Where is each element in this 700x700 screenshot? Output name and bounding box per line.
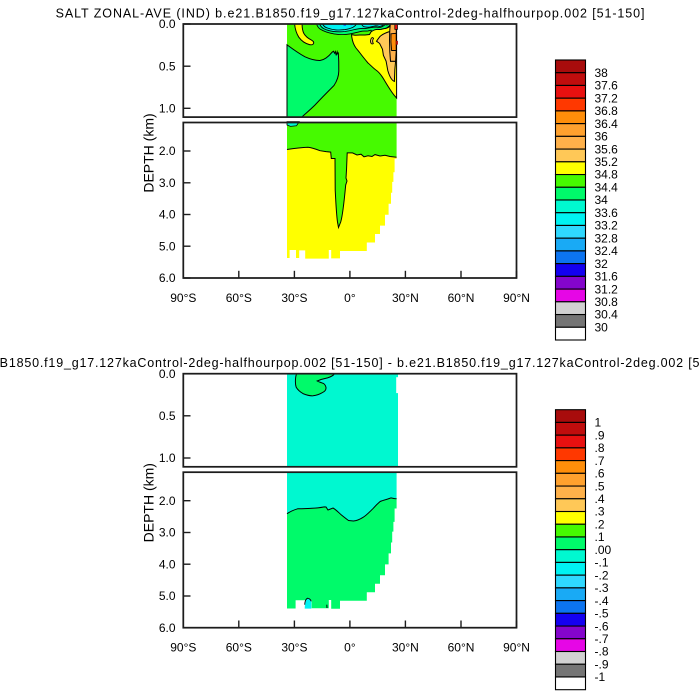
svg-text:.00: .00: [595, 543, 612, 557]
svg-text:.6: .6: [595, 467, 605, 481]
svg-text:.3: .3: [595, 505, 605, 519]
svg-text:36: 36: [595, 130, 609, 144]
svg-text:-.1: -.1: [595, 556, 609, 570]
svg-text:.9: .9: [595, 428, 605, 442]
svg-text:30°S: 30°S: [281, 641, 307, 655]
svg-text:3.0: 3.0: [159, 176, 176, 190]
svg-text:5.0: 5.0: [159, 239, 176, 253]
svg-text:3.0: 3.0: [159, 526, 176, 540]
svg-text:0.0: 0.0: [159, 367, 176, 381]
svg-text:1.0: 1.0: [159, 102, 176, 116]
svg-text:60°S: 60°S: [226, 641, 252, 655]
svg-text:6.0: 6.0: [159, 271, 176, 285]
svg-text:90°S: 90°S: [170, 641, 196, 655]
svg-text:32.4: 32.4: [595, 244, 619, 258]
svg-text:.2: .2: [595, 517, 605, 531]
svg-text:-.9: -.9: [595, 657, 609, 671]
svg-text:30.4: 30.4: [595, 308, 619, 322]
svg-text:32: 32: [595, 257, 609, 271]
svg-text:36.4: 36.4: [595, 117, 619, 131]
svg-text:.1: .1: [595, 530, 605, 544]
svg-text:-.5: -.5: [595, 607, 609, 621]
svg-text:-.4: -.4: [595, 594, 609, 608]
svg-text:2.0: 2.0: [159, 494, 176, 508]
svg-text:36.8: 36.8: [595, 104, 619, 118]
svg-text:0°: 0°: [344, 291, 356, 305]
svg-text:-.3: -.3: [595, 581, 609, 595]
svg-text:DEPTH (km): DEPTH (km): [141, 113, 157, 192]
svg-text:.7: .7: [595, 454, 605, 468]
svg-text:30°N: 30°N: [392, 641, 419, 655]
svg-text:37.6: 37.6: [595, 79, 619, 93]
svg-text:4.0: 4.0: [159, 557, 176, 571]
svg-text:DEPTH (km): DEPTH (km): [141, 463, 157, 542]
svg-text:60°N: 60°N: [448, 291, 475, 305]
svg-text:60°N: 60°N: [448, 641, 475, 655]
svg-text:32.8: 32.8: [595, 231, 619, 245]
svg-text:33.6: 33.6: [595, 206, 619, 220]
svg-text:90°N: 90°N: [503, 291, 530, 305]
svg-text:34.8: 34.8: [595, 168, 619, 182]
svg-text:-1: -1: [595, 670, 606, 684]
svg-text:30: 30: [595, 321, 609, 335]
svg-text:31.6: 31.6: [595, 270, 619, 284]
svg-text:0.0: 0.0: [159, 17, 176, 31]
svg-text:2.0: 2.0: [159, 144, 176, 158]
svg-text:35.6: 35.6: [595, 142, 619, 156]
svg-text:90°S: 90°S: [170, 291, 196, 305]
svg-text:1: 1: [595, 416, 602, 430]
svg-text:-.2: -.2: [595, 568, 609, 582]
svg-text:6.0: 6.0: [159, 621, 176, 635]
svg-text:34.4: 34.4: [595, 181, 619, 195]
svg-text:37.2: 37.2: [595, 91, 619, 105]
svg-text:5.0: 5.0: [159, 589, 176, 603]
svg-text:4.0: 4.0: [159, 208, 176, 222]
svg-text:34: 34: [595, 193, 609, 207]
svg-text:SALT ZONAL-AVE (IND) b.e21.B18: SALT ZONAL-AVE (IND) b.e21.B1850.f19_g17…: [56, 7, 646, 21]
svg-text:31.2: 31.2: [595, 282, 619, 296]
svg-text:b.e21.B1850.f19_g17.127kaContr: b.e21.B1850.f19_g17.127kaControl-2deg-ha…: [0, 356, 700, 370]
svg-text:1.0: 1.0: [159, 451, 176, 465]
svg-text:-.6: -.6: [595, 619, 609, 633]
svg-text:60°S: 60°S: [226, 291, 252, 305]
svg-text:90°N: 90°N: [503, 641, 530, 655]
svg-text:30.8: 30.8: [595, 295, 619, 309]
svg-text:.5: .5: [595, 479, 605, 493]
svg-text:33.2: 33.2: [595, 219, 619, 233]
svg-text:30°N: 30°N: [392, 291, 419, 305]
svg-text:38: 38: [595, 66, 609, 80]
svg-text:0.5: 0.5: [159, 409, 176, 423]
svg-text:.8: .8: [595, 441, 605, 455]
svg-text:-.7: -.7: [595, 632, 609, 646]
svg-text:0.5: 0.5: [159, 59, 176, 73]
svg-text:0°: 0°: [344, 641, 356, 655]
svg-text:35.2: 35.2: [595, 155, 619, 169]
svg-text:-.8: -.8: [595, 645, 609, 659]
svg-text:30°S: 30°S: [281, 291, 307, 305]
svg-text:.4: .4: [595, 492, 605, 506]
